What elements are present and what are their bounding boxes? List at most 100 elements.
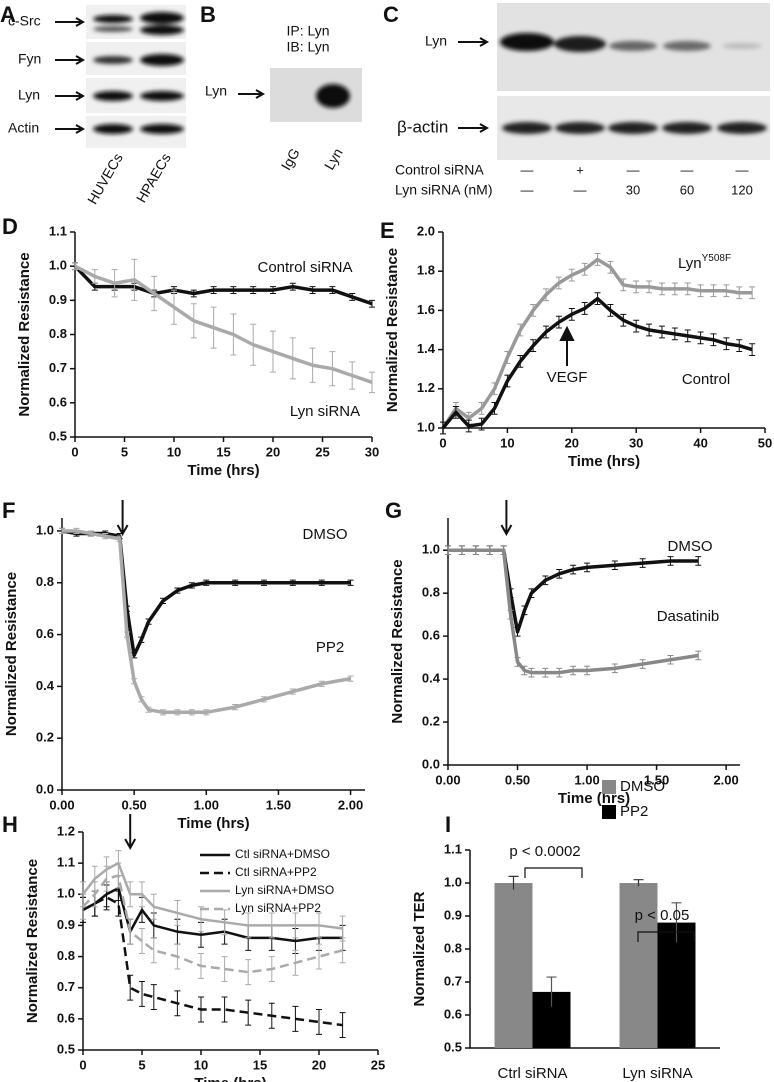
error-bar [646, 323, 653, 337]
y-tick-label: 0.6 [444, 1006, 462, 1021]
error-bar [103, 865, 110, 892]
blot-note: IP: Lyn [286, 23, 329, 39]
y-tick-label: 1.4 [417, 341, 436, 356]
x-tick-label: 10 [194, 1057, 208, 1072]
y-tick-label: 0.7 [57, 979, 75, 994]
error-bar [517, 354, 524, 368]
error-bar [723, 284, 730, 298]
lane-label: HUVECs [84, 150, 126, 207]
error-bar [174, 990, 181, 1017]
error-bar [646, 280, 653, 294]
blot-b [270, 68, 362, 122]
legend-label: Ctl siRNA+DMSO [235, 847, 330, 861]
y-tick-label: 0.2 [422, 713, 440, 728]
error-bar [556, 667, 563, 678]
y-tick-label: 1.1 [49, 223, 67, 238]
y-tick-label: 1.0 [417, 419, 435, 434]
x-tick-label: 15 [253, 1057, 267, 1072]
y-tick-label: 0.8 [49, 326, 67, 341]
y-tick-label: 0.9 [57, 917, 75, 932]
error-bar [633, 319, 640, 333]
series-label: Control siRNA [257, 259, 352, 276]
error-bar [347, 675, 354, 682]
error-bar [556, 569, 563, 579]
error-bar [465, 419, 472, 433]
lane-entry: — [521, 182, 534, 197]
blot-a [86, 5, 186, 148]
error-bar [221, 996, 228, 1023]
error-bar [486, 545, 493, 556]
error-bar [250, 323, 257, 366]
error-bar [555, 276, 562, 290]
error-bar [508, 875, 519, 890]
error-bar [245, 999, 252, 1026]
y-tick-label: 0.9 [444, 907, 462, 922]
error-bar [543, 288, 550, 302]
legend-swatch [602, 805, 616, 819]
error-bar [749, 343, 756, 356]
error-bar [671, 327, 678, 341]
error-bar [80, 893, 86, 920]
error-bar [221, 909, 228, 936]
y-tick-label: 0.2 [36, 730, 54, 745]
error-bar [292, 1005, 299, 1032]
y-tick-label: 0.8 [57, 948, 75, 963]
legend-label: DMSO [620, 778, 665, 795]
annotation: p < 0.05 [635, 907, 690, 924]
error-bar [667, 654, 674, 665]
bar [494, 883, 533, 1048]
error-bar [478, 417, 485, 431]
error-bar [543, 325, 550, 339]
blot-c [497, 3, 770, 160]
error-bar [268, 912, 275, 939]
x-axis-title: Time (hrs) [568, 453, 640, 470]
error-bar [611, 663, 618, 674]
error-bar [695, 556, 702, 566]
error-bar [546, 976, 557, 1007]
error-bar [221, 956, 228, 982]
panel-letter: B [200, 2, 216, 27]
panel-letter: I [445, 812, 451, 837]
series-line [74, 264, 373, 384]
condition-label: Control siRNA [395, 162, 484, 178]
panel-letter: F [2, 498, 15, 523]
y-tick-label: 1.0 [444, 874, 462, 889]
series-line [448, 548, 699, 675]
series-line [62, 529, 351, 715]
error-bar [620, 313, 627, 327]
y-tick-label: 1.1 [57, 855, 75, 870]
y-tick-label: 0.7 [444, 973, 462, 988]
y-tick-label: 0.6 [36, 626, 54, 641]
annotation: p < 0.0002 [509, 843, 580, 860]
series-line [82, 861, 343, 930]
y-tick-label: 0.4 [422, 671, 441, 686]
x-tick-label: 30 [365, 444, 379, 459]
error-bar [139, 928, 145, 954]
y-tick-label: 0.7 [49, 360, 67, 375]
error-bars [59, 527, 354, 659]
lane-entry: 120 [731, 182, 753, 197]
panel-letter: E [380, 218, 395, 243]
bar [619, 883, 658, 1048]
chart: D 0.5 0.6 0.7 0.8 0.9 1.0 1.1 Normalized Resista… [2, 214, 379, 479]
error-bar [555, 315, 562, 329]
error-bar [174, 943, 181, 970]
error-bar [91, 269, 98, 284]
annotation: VEGF [547, 369, 588, 386]
bracket [524, 867, 583, 878]
row-label: Lyn [205, 83, 227, 99]
error-bar [309, 347, 316, 383]
error-bars [80, 862, 346, 986]
row-label: Fyn [18, 51, 41, 67]
x-axis-title: Time (hrs) [177, 815, 249, 832]
error-bar [530, 339, 537, 353]
chart: H 0.5 0.6 0.7 0.8 0.9 1.0 1.1 1.2 Normalized Resi… [2, 812, 385, 1082]
y-tick-label: 0.8 [444, 940, 462, 955]
y-axis-title: Normalized Resistance [24, 859, 41, 1023]
lane-label: Lyn [321, 145, 346, 172]
x-tick-label: 20 [266, 444, 280, 459]
y-tick-label: 1.2 [417, 380, 435, 395]
error-bar [723, 337, 730, 351]
error-bar [349, 361, 356, 390]
